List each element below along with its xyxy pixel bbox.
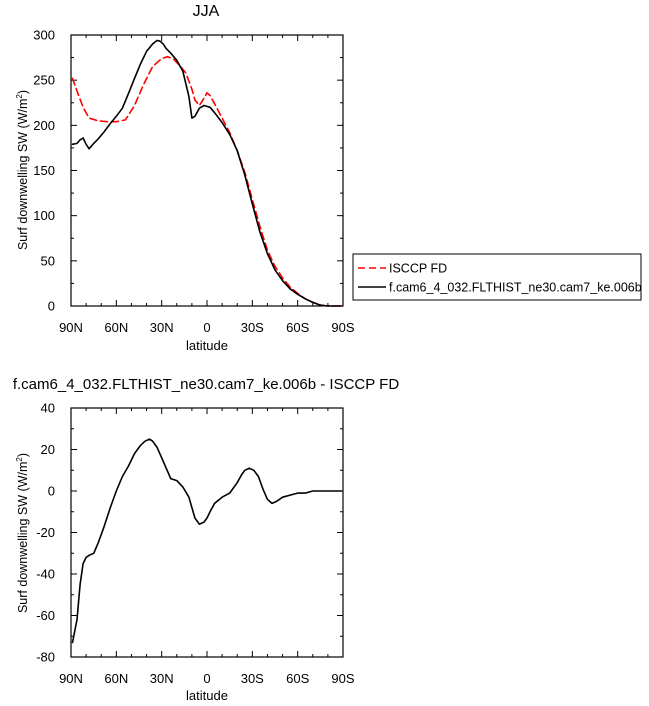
top-xtick-label: 90N (59, 320, 83, 335)
top-series-line-0 (71, 55, 343, 307)
top-legend: ISCCP FD f.cam6_4_032.FLTHIST_ne30.cam7_… (352, 253, 642, 301)
bottom-xtick-label: 30S (241, 671, 264, 686)
top-series-line-1 (71, 39, 343, 307)
top-data-lines (71, 39, 343, 307)
bottom-xtick-label: 60N (104, 671, 128, 686)
top-xtick-label: 90S (331, 320, 354, 335)
top-ylabel-main: Surf downwelling SW (W/m (16, 99, 30, 250)
top-xtick-label: 60S (286, 320, 309, 335)
top-ytick-label: 50 (41, 253, 55, 268)
bottom-tick-marks (70, 407, 344, 658)
top-y-ticks: 0 50 100 150 200 250 300 (33, 28, 55, 314)
top-xtick-label: 0 (203, 320, 210, 335)
top-ytick-label: 100 (33, 208, 55, 223)
bottom-xtick-label: 0 (203, 671, 210, 686)
top-ylabel: Surf downwelling SW (W/m2) (15, 90, 30, 250)
top-panel: JJA 90N 60N 30N 0 30S 60S 90S 0 50 100 1… (15, 3, 642, 353)
bottom-ylabel-main: Surf downwelling SW (W/m (16, 462, 30, 613)
top-ytick-label: 150 (33, 163, 55, 178)
bottom-xtick-label: 30N (150, 671, 174, 686)
top-xtick-label: 60N (104, 320, 128, 335)
bottom-xlabel: latitude (186, 688, 228, 703)
top-x-ticks: 90N 60N 30N 0 30S 60S 90S (59, 320, 355, 335)
bottom-xtick-label: 90S (331, 671, 354, 686)
top-plot-frame (70, 34, 344, 307)
bottom-xtick-label: 90N (59, 671, 83, 686)
bottom-ytick-label: -20 (36, 525, 55, 540)
bottom-title: f.cam6_4_032.FLTHIST_ne30.cam7_ke.006b -… (13, 376, 399, 393)
top-ylabel-close: ) (16, 90, 30, 94)
bottom-ytick-label: -60 (36, 608, 55, 623)
top-title: JJA (193, 3, 220, 20)
top-ylabel-sup: 2 (15, 94, 24, 99)
bottom-ytick-label: -40 (36, 567, 55, 582)
top-ytick-label: 300 (33, 28, 55, 43)
bottom-plot-frame (70, 407, 344, 658)
legend-label-isccp: ISCCP FD (389, 262, 447, 276)
bottom-ylabel-close: ) (16, 453, 30, 457)
bottom-x-ticks: 90N 60N 30N 0 30S 60S 90S (59, 671, 355, 686)
legend-box (352, 253, 642, 301)
bottom-xtick-label: 60S (286, 671, 309, 686)
bottom-ylabel-sup: 2 (15, 457, 24, 462)
bottom-ytick-label: 40 (41, 401, 55, 416)
top-ytick-label: 250 (33, 73, 55, 88)
bottom-series-line-0 (71, 438, 343, 644)
bottom-ytick-label: -80 (36, 650, 55, 665)
bottom-panel: f.cam6_4_032.FLTHIST_ne30.cam7_ke.006b -… (13, 376, 399, 703)
bottom-ytick-label: 0 (48, 484, 55, 499)
legend-label-cam: f.cam6_4_032.FLTHIST_ne30.cam7_ke.006b (389, 281, 642, 295)
bottom-ylabel: Surf downwelling SW (W/m2) (15, 453, 30, 613)
bottom-ytick-label: 20 (41, 442, 55, 457)
top-ytick-label: 200 (33, 118, 55, 133)
top-tick-marks (70, 34, 344, 307)
top-xtick-label: 30S (241, 320, 264, 335)
bottom-y-ticks: -80 -60 -40 -20 0 20 40 (36, 401, 55, 665)
bottom-data-lines (71, 438, 343, 644)
top-xlabel: latitude (186, 338, 228, 353)
top-ytick-label: 0 (48, 299, 55, 314)
top-xtick-label: 30N (150, 320, 174, 335)
